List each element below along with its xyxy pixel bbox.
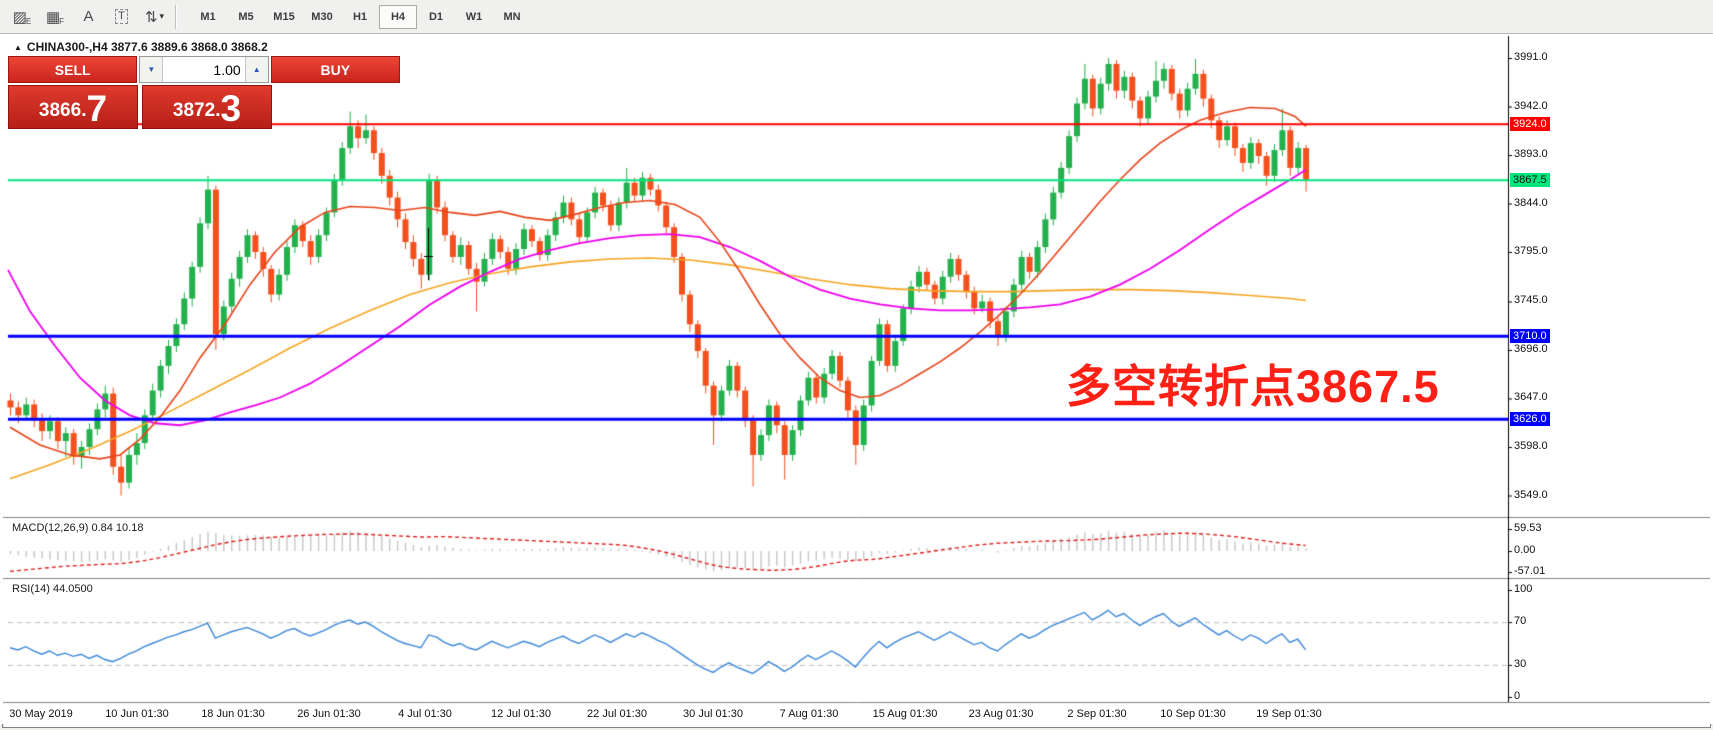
timeframe-button-d1[interactable]: D1: [428, 10, 444, 23]
toolbar: ▨ E ▦ F A T ⇅ ▾ M1 M5 M15 M30 H1 H4 D1 W1 MN: [0, 0, 1713, 34]
text-label-icon[interactable]: A: [83, 8, 94, 25]
macd-axis-tick: 0.00: [1514, 544, 1536, 556]
time-axis-label: 4 Jul 01:30: [398, 708, 452, 720]
collapse-panel-icon[interactable]: ▲: [14, 42, 22, 52]
time-axis-label: 10 Sep 01:30: [1160, 708, 1226, 720]
price-axis-tick: 3745.0: [1514, 294, 1548, 307]
price-axis-tick: 3598.0: [1514, 439, 1548, 452]
rsi-indicator-label: RSI(14) 44.0500: [12, 583, 93, 595]
one-click-trade-panel: SELL ▼ ▲ BUY 3866.7 3872.3: [8, 56, 400, 129]
timeframe-button-m15[interactable]: M15: [273, 10, 295, 23]
timeframe-button-w1[interactable]: W1: [465, 10, 483, 23]
ask-price-main: 3872: [172, 100, 216, 121]
rsi-axis-tick: 30: [1514, 657, 1527, 670]
sell-button[interactable]: SELL: [8, 56, 138, 83]
time-axis-label: 22 Jul 01:30: [587, 708, 647, 720]
time-axis-label: 30 May 2019: [9, 708, 73, 720]
price-line-badge: 3626.0: [1510, 412, 1550, 427]
chart-symbol-header: ▲ CHINA300-,H4 3877.6 3889.6 3868.0 3868…: [14, 40, 268, 54]
drawing-tools-group: ▨ E ▦ F A T ⇅ ▾: [0, 4, 171, 30]
time-axis-label: 7 Aug 01:30: [779, 708, 839, 720]
symbol-ohlc-text: CHINA300-,H4 3877.6 3889.6 3868.0 3868.2: [26, 40, 268, 54]
time-axis-label: 19 Sep 01:30: [1256, 708, 1322, 720]
rsi-axis-tick: 0: [1514, 690, 1521, 702]
arrows-tool-icon[interactable]: ⇅ ▾: [144, 8, 165, 26]
fibonacci-grid-icon[interactable]: ▦ F: [45, 8, 65, 27]
rsi-axis-tick: 70: [1514, 615, 1527, 628]
time-axis-label: 26 Jun 01:30: [297, 708, 361, 720]
price-axis-tick: 3844.0: [1514, 196, 1548, 209]
timeframe-button-m30[interactable]: M30: [311, 10, 333, 23]
time-axis-label: 23 Aug 01:30: [968, 708, 1034, 720]
volume-decrease-icon[interactable]: ▼: [140, 57, 164, 82]
volume-input[interactable]: [163, 57, 245, 82]
time-axis-label: 12 Jul 01:30: [491, 708, 551, 720]
timeframe-button-m1[interactable]: M1: [200, 10, 216, 23]
text-box-icon[interactable]: T: [105, 4, 138, 30]
timeframe-button-h1[interactable]: H1: [352, 10, 368, 23]
volume-increase-icon[interactable]: ▲: [244, 57, 268, 82]
ask-price-big-digit: 3: [220, 88, 242, 129]
macd-indicator-label: MACD(12,26,9) 0.84 10.18: [12, 522, 144, 534]
price-axis-tick: 3942.0: [1514, 99, 1548, 112]
price-axis-tick: 3795.0: [1514, 245, 1548, 257]
indicators-icon[interactable]: ▨ E: [12, 8, 32, 27]
ask-price-box[interactable]: 3872. 3: [142, 85, 272, 129]
price-axis-tick: 3893.0: [1514, 148, 1548, 160]
time-axis-label: 30 Jul 01:30: [683, 708, 743, 720]
price-axis-tick: 3647.0: [1514, 391, 1548, 404]
time-axis-label: 15 Aug 01:30: [872, 708, 938, 720]
price-axis-tick: 3696.0: [1514, 342, 1548, 355]
timeframe-button-h4[interactable]: H4: [379, 4, 417, 29]
bid-price-box[interactable]: 3866. 7: [8, 85, 138, 129]
bid-price-main: 3866: [38, 100, 82, 121]
price-axis-tick: 3549.0: [1514, 488, 1548, 501]
time-axis-label: 18 Jun 01:30: [201, 708, 265, 720]
toolbar-separator: [175, 4, 177, 29]
timeframe-button-m5[interactable]: M5: [238, 10, 254, 23]
time-axis-label: 10 Jun 01:30: [105, 708, 169, 720]
macd-axis-tick: 59.53: [1514, 522, 1542, 534]
price-line-badge: 3710.0: [1510, 329, 1550, 344]
rsi-axis-tick: 100: [1514, 583, 1533, 595]
timeframe-buttons-group: M1 M5 M15 M30 H1 H4 D1 W1 MN: [183, 4, 531, 29]
price-line-badge: 3924.0: [1510, 117, 1550, 132]
macd-axis-tick: -57.01: [1514, 565, 1546, 578]
bid-price-dot: .: [81, 100, 87, 121]
price-chart-canvas[interactable]: [0, 34, 1713, 724]
price-line-badge: 3867.5: [1510, 173, 1550, 188]
price-axis-tick: 3991.0: [1514, 51, 1548, 63]
timeframe-button-mn[interactable]: MN: [503, 10, 521, 23]
ask-price-dot: .: [215, 100, 221, 121]
bid-price-big-digit: 7: [86, 88, 108, 129]
time-axis-label: 2 Sep 01:30: [1067, 708, 1127, 720]
chart-text-annotation: 多空转折点3867.5: [1066, 361, 1440, 412]
volume-stepper: ▼ ▲: [139, 56, 269, 83]
buy-button[interactable]: BUY: [270, 56, 400, 83]
